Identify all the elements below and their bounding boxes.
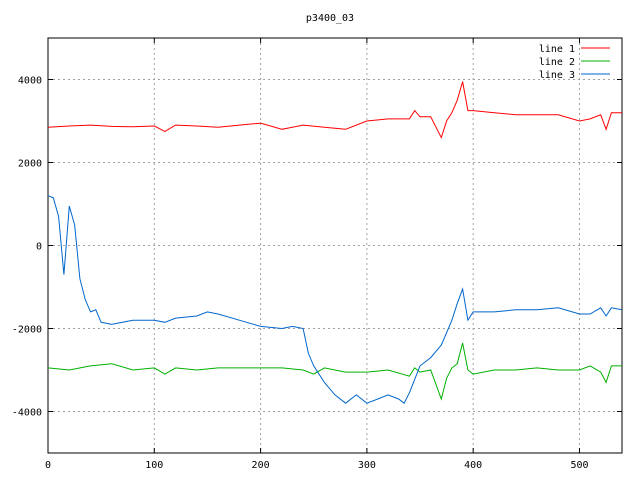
x-tick-label: 100 [145, 460, 163, 471]
ticks: 0 100 200 300 400 500 -4000 -2000 0 2000 4000 [12, 38, 622, 471]
series-line-2 [47, 342, 622, 401]
series-layer [47, 81, 623, 404]
series-line-1 [47, 81, 622, 139]
x-tick-label: 400 [464, 460, 482, 471]
legend: line 1 line 2 line 3 [539, 44, 610, 81]
chart-title: p3400_03 [306, 13, 354, 24]
x-tick-label: 200 [252, 460, 270, 471]
y-tick-label: 2000 [18, 159, 42, 170]
x-tick-label: 0 [45, 460, 51, 471]
y-tick-label: 4000 [18, 76, 42, 87]
y-tick-label: -2000 [12, 325, 42, 336]
y-tick-label: -4000 [12, 408, 42, 419]
x-tick-label: 500 [570, 460, 588, 471]
legend-label: line 3 [539, 70, 575, 81]
legend-label: line 1 [539, 44, 575, 55]
series-line-3 [47, 195, 623, 404]
legend-label: line 2 [539, 57, 575, 68]
y-tick-label: 0 [36, 242, 42, 253]
x-tick-label: 300 [358, 460, 376, 471]
